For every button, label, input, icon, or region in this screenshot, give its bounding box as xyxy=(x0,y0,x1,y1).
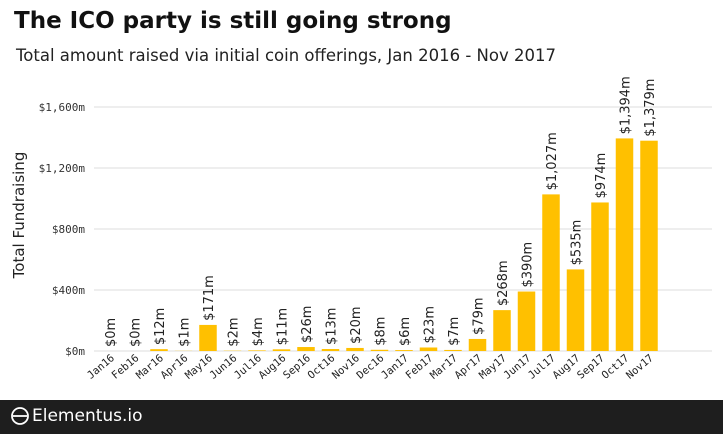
x-tick-label: Jul17 xyxy=(526,352,558,382)
y-tick-label: $1,200m xyxy=(39,162,86,175)
data-label: $12m xyxy=(153,308,168,345)
x-tick-label: Nov16 xyxy=(330,352,362,382)
data-label: $974m xyxy=(594,153,609,199)
data-label: $4m xyxy=(251,317,266,346)
bar xyxy=(640,140,658,351)
x-tick-label: Oct17 xyxy=(600,352,632,382)
data-label: $171m xyxy=(202,275,217,321)
data-label: $0m xyxy=(129,318,144,347)
footer-bar: Elementus.io xyxy=(0,400,723,434)
elementus-logo-icon xyxy=(11,407,29,425)
bar xyxy=(395,350,413,351)
bar xyxy=(370,349,389,351)
chart-title: The ICO party is still going strong xyxy=(14,8,452,34)
bar xyxy=(493,310,511,351)
y-tick-label: $800m xyxy=(52,223,85,236)
bar xyxy=(468,338,487,351)
bar-chart: $0m $400m $800m $1,200m $1,600m $0m $0m $12m $1… xyxy=(10,76,712,382)
bar xyxy=(248,350,266,351)
data-label: $7m xyxy=(447,317,462,346)
data-label: $1,379m xyxy=(643,79,658,137)
data-label: $1,027m xyxy=(545,132,560,190)
bar xyxy=(199,324,217,351)
data-label: $8m xyxy=(374,317,389,346)
y-tick-label: $0m xyxy=(65,345,85,358)
bar xyxy=(615,138,634,351)
y-axis-label: Total Fundraising xyxy=(10,152,28,280)
bar xyxy=(542,194,560,351)
bar xyxy=(150,349,168,351)
bars: $0m $0m $12m $1m $171m $2m $4m $11m $26m $13m $20m… xyxy=(104,76,658,351)
y-axis-ticks: $0m $400m $800m $1,200m $1,600m xyxy=(39,101,86,358)
bar xyxy=(321,349,340,351)
data-label: $13m xyxy=(325,308,340,345)
bar xyxy=(272,349,291,351)
bar xyxy=(517,291,536,351)
data-label: $11m xyxy=(276,308,291,345)
x-tick-label: Nov17 xyxy=(624,352,656,382)
x-tick-label: Apr17 xyxy=(453,352,485,382)
data-label: $20m xyxy=(349,306,364,343)
x-tick-label: Aug16 xyxy=(257,352,289,382)
x-tick-label: Jan17 xyxy=(379,352,411,382)
data-label: $1,394m xyxy=(619,76,634,134)
bar xyxy=(591,202,609,351)
data-label: $79m xyxy=(472,297,487,334)
brand-name[interactable]: Elementus.io xyxy=(32,406,143,426)
x-tick-label: Jun16 xyxy=(208,352,240,382)
x-tick-label: Apr16 xyxy=(159,352,191,382)
data-label: $0m xyxy=(104,318,119,347)
data-label: $23m xyxy=(423,306,438,343)
data-label: $1m xyxy=(178,318,193,347)
x-tick-label: May16 xyxy=(183,352,215,382)
data-label: $6m xyxy=(398,317,413,346)
y-tick-label: $1,600m xyxy=(39,101,86,114)
x-tick-label: Jul16 xyxy=(232,352,264,382)
data-label: $535m xyxy=(570,220,585,266)
data-label: $2m xyxy=(227,317,242,346)
x-tick-label: Aug17 xyxy=(551,352,583,382)
x-tick-label: Sep17 xyxy=(575,352,607,382)
x-tick-label: Oct16 xyxy=(306,352,338,382)
x-tick-label: Dec16 xyxy=(355,352,387,382)
bar xyxy=(419,347,438,351)
x-tick-label: Sep16 xyxy=(281,352,313,382)
chart-subtitle: Total amount raised via initial coin off… xyxy=(16,46,556,65)
data-label: $26m xyxy=(300,306,315,343)
bar xyxy=(444,349,462,351)
x-tick-label: Mar16 xyxy=(134,352,166,382)
x-tick-label: Jun17 xyxy=(502,352,534,382)
data-label: $268m xyxy=(496,260,511,306)
x-axis-ticks: Jan16Feb16Mar16Apr16May16Jun16Jul16Aug16… xyxy=(85,352,656,382)
bar xyxy=(297,347,315,351)
y-tick-label: $400m xyxy=(52,284,85,297)
x-tick-label: Jan16 xyxy=(85,352,117,382)
x-tick-label: Feb17 xyxy=(404,352,436,382)
bar xyxy=(346,347,364,351)
data-label: $390m xyxy=(521,242,536,288)
x-tick-label: Feb16 xyxy=(110,352,142,382)
x-tick-label: May17 xyxy=(477,352,509,382)
bar xyxy=(566,269,585,351)
x-tick-label: Mar17 xyxy=(428,352,460,382)
